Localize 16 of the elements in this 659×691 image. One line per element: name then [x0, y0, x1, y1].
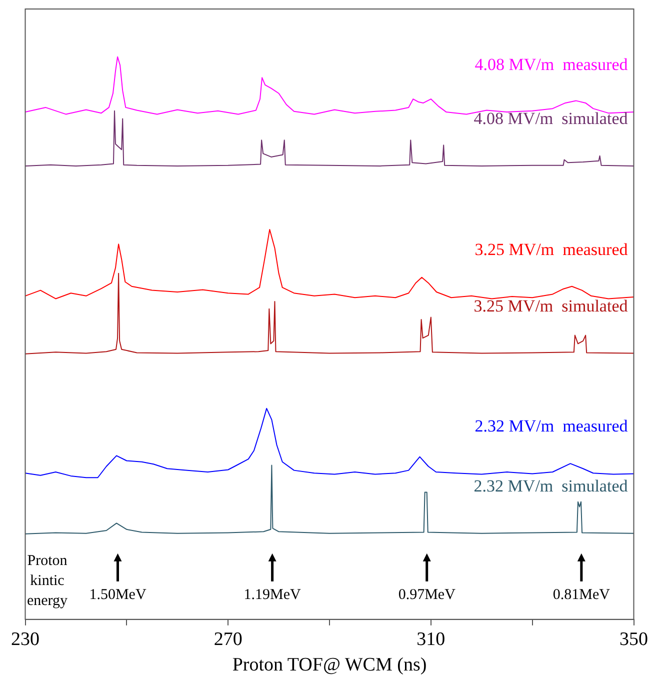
x-axis-title: Proton TOF@ WCM (ns): [232, 654, 427, 676]
text: 4.08 MV/m simulated: [474, 108, 628, 128]
annotation: 1.19MeV: [244, 586, 302, 603]
x-tick-label: 230: [11, 628, 40, 650]
text: 3.25 MV/m simulated: [474, 296, 628, 316]
annotation: Proton kintic energy: [26, 552, 68, 609]
annotation: 0.97MeV: [398, 586, 456, 603]
x-tick-label: 310: [416, 628, 446, 650]
text: 4.08 MV/m measured: [474, 54, 628, 74]
series-label: 2.32 MV/m simulated: [474, 476, 628, 496]
text: 2.32 MV/m measured: [474, 416, 628, 436]
text: 3.25 MV/m measured: [474, 240, 628, 260]
x-tick-label: 270: [214, 628, 242, 650]
x-tick-label: 350: [620, 628, 648, 650]
annotation: 0.81MeV: [552, 586, 610, 603]
annotation: 1.50MeV: [89, 586, 146, 603]
